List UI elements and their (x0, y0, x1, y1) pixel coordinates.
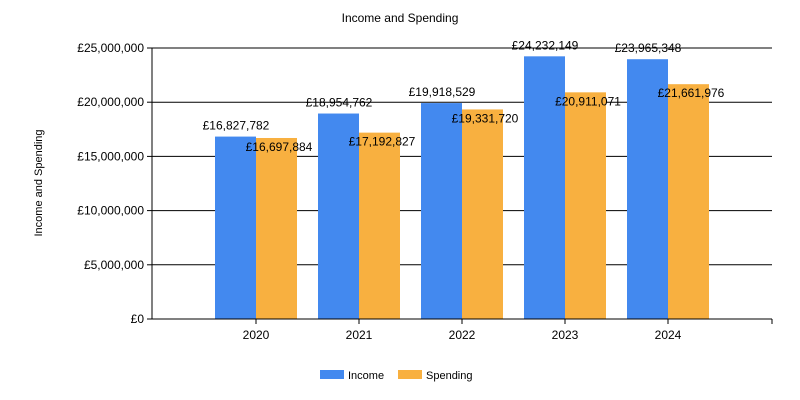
x-tick-labels: 2020 2021 2022 2023 2024 (243, 328, 682, 342)
data-labels: £16,827,782 £16,697,884 £18,954,762 £17,192… (203, 38, 725, 154)
y-tick-labels: £0 £5,000,000 £10,000,000 £15,000,000 £20,00… (77, 41, 144, 326)
bar-spending (565, 92, 606, 319)
legend-swatch-income (320, 370, 344, 379)
data-label-spending: £21,661,976 (658, 86, 725, 100)
bar-income (524, 56, 565, 319)
axes (147, 47, 773, 324)
bar-income (215, 136, 256, 319)
bar-spending (668, 84, 709, 320)
x-tick-label: 2023 (552, 328, 579, 342)
bar-spending (359, 132, 400, 319)
bar-income (318, 113, 359, 319)
data-label-spending: £19,331,720 (452, 111, 519, 125)
x-tick-label: 2024 (655, 328, 682, 342)
data-label-income: £24,232,149 (512, 38, 579, 52)
y-tick-label: £15,000,000 (77, 149, 144, 163)
x-tick-label: 2020 (243, 328, 270, 342)
y-axis-label: Income and Spending (33, 129, 45, 236)
y-tick-label: £5,000,000 (84, 258, 144, 272)
y-tick-label: £25,000,000 (77, 41, 144, 55)
data-label-spending: £16,697,884 (246, 140, 313, 154)
legend: Income Spending (320, 370, 473, 382)
bar-spending (462, 109, 503, 319)
data-label-spending: £17,192,827 (349, 135, 416, 149)
y-tick-label: £20,000,000 (77, 95, 144, 109)
bars (215, 56, 709, 320)
y-tick-label: £0 (131, 312, 145, 326)
bar-income (421, 103, 462, 319)
bar-income (627, 59, 668, 319)
data-label-spending: £20,911,071 (555, 94, 621, 108)
chart-title: Income and Spending (342, 11, 459, 25)
legend-label-spending: Spending (426, 370, 473, 382)
legend-label-income: Income (348, 370, 384, 382)
data-label-income: £19,918,529 (409, 85, 476, 99)
data-label-income: £18,954,762 (306, 96, 373, 110)
legend-swatch-spending (398, 370, 422, 379)
data-label-income: £16,827,782 (203, 119, 270, 133)
x-tick-label: 2021 (346, 328, 373, 342)
x-tick-label: 2022 (449, 328, 476, 342)
bar-spending (256, 137, 297, 319)
y-tick-label: £10,000,000 (77, 204, 144, 218)
data-label-income: £23,965,348 (615, 41, 682, 55)
